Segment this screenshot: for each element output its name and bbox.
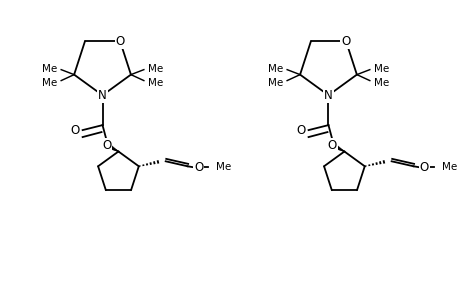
Text: O: O — [115, 35, 124, 48]
Text: O: O — [419, 161, 428, 174]
Text: O: O — [295, 124, 305, 136]
Polygon shape — [109, 145, 118, 152]
Text: O: O — [70, 124, 79, 136]
Text: Me: Me — [442, 162, 457, 172]
Text: Me: Me — [216, 162, 231, 172]
Text: O: O — [101, 139, 111, 152]
Text: Me: Me — [267, 78, 283, 88]
Text: Me: Me — [373, 64, 388, 74]
Text: Me: Me — [147, 64, 163, 74]
Text: Me: Me — [267, 64, 283, 74]
Text: N: N — [98, 89, 106, 102]
Text: O: O — [341, 35, 350, 48]
Text: Me: Me — [373, 78, 388, 88]
Text: Me: Me — [42, 78, 57, 88]
Polygon shape — [334, 145, 344, 152]
Text: O: O — [194, 161, 203, 174]
Text: O: O — [327, 139, 336, 152]
Text: Me: Me — [147, 78, 163, 88]
Text: Me: Me — [42, 64, 57, 74]
Text: N: N — [324, 89, 332, 102]
